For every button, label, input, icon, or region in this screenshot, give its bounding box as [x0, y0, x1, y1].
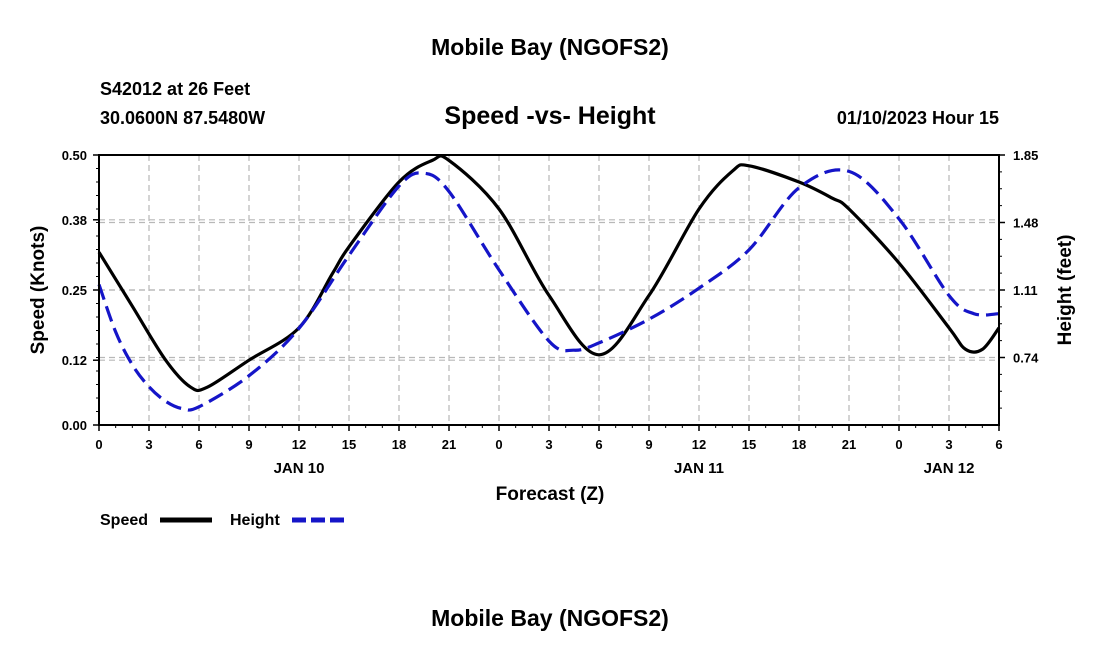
x-tick-label: 9: [245, 437, 252, 452]
x-tick-label: 15: [742, 437, 756, 452]
x-tick-label: 12: [692, 437, 706, 452]
x-tick-label: 0: [495, 437, 502, 452]
x-tick-label: 0: [95, 437, 102, 452]
coordinates-label: 30.0600N 87.5480W: [100, 108, 265, 128]
y2-tick-label: 1.48: [1013, 216, 1038, 231]
legend-label-height: Height: [230, 512, 280, 529]
x-tick-label: 18: [392, 437, 406, 452]
x-tick-label: 12: [292, 437, 306, 452]
x-tick-label: 3: [145, 437, 152, 452]
x-tick-label: 9: [645, 437, 652, 452]
series-line-speed: [97, 154, 1001, 393]
x-tick-label: 3: [545, 437, 552, 452]
x-tick-label: 6: [195, 437, 202, 452]
y-tick-label: 0.25: [62, 283, 87, 298]
legend: Speed Height: [100, 512, 344, 529]
series-layer: [97, 154, 1001, 412]
x-tick-label: 6: [995, 437, 1002, 452]
footer-title: Mobile Bay (NGOFS2): [431, 605, 669, 631]
date-label: JAN 12: [924, 460, 975, 477]
x-tick-label: 21: [442, 437, 456, 452]
forecast-datetime: 01/10/2023 Hour 15: [837, 108, 999, 128]
series-line-height: [97, 168, 1000, 412]
y-tick-label: 0.00: [62, 418, 87, 433]
y-tick-label: 0.38: [62, 213, 87, 228]
chart-title: Speed -vs- Height: [444, 102, 656, 130]
y-axis-label: Speed (Knots): [28, 226, 49, 355]
y2-tick-label: 1.11: [1013, 283, 1038, 298]
date-label: JAN 11: [674, 460, 724, 477]
y2-tick-label: 1.85: [1013, 148, 1038, 163]
legend-label-speed: Speed: [100, 512, 148, 529]
y-tick-label: 0.12: [62, 353, 87, 368]
x-tick-label: 3: [945, 437, 952, 452]
y2-tick-label: 0.74: [1013, 351, 1039, 366]
y-tick-label: 0.50: [62, 148, 87, 163]
date-label: JAN 10: [274, 460, 325, 477]
x-tick-label: 6: [595, 437, 602, 452]
x-tick-label: 18: [792, 437, 806, 452]
axes: 0 3 6 9 12 15 18 21 0 3 6 9 12 15 18 21 0 3 6 JAN 10 JAN 11 J…: [62, 148, 1039, 477]
x-tick-label: 0: [895, 437, 902, 452]
x-axis-label: Forecast (Z): [496, 484, 605, 505]
x-tick-label: 15: [342, 437, 356, 452]
grid: [99, 154, 999, 425]
x-tick-label: 21: [842, 437, 856, 452]
page-title: Mobile Bay (NGOFS2): [431, 34, 669, 60]
station-label: S42012 at 26 Feet: [100, 79, 250, 99]
y2-axis-label: Height (feet): [1055, 235, 1076, 346]
